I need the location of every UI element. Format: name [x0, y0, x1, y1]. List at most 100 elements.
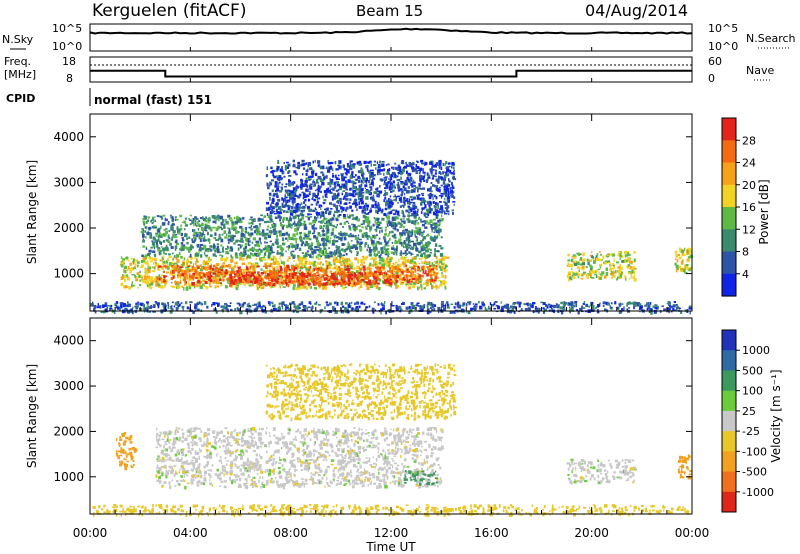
heatmap-cell: [443, 269, 445, 273]
heatmap-cell: [375, 242, 378, 246]
heatmap-cell: [422, 252, 426, 255]
heatmap-cell: [363, 268, 366, 271]
heatmap-cell: [303, 220, 306, 223]
heatmap-cell: [393, 249, 395, 252]
heatmap-cell: [356, 277, 359, 281]
heatmap-cell: [302, 275, 306, 279]
heatmap-cell: [409, 208, 411, 212]
heatmap-cell: [196, 272, 199, 276]
heatmap-cell: [306, 184, 308, 188]
heatmap-cell: [318, 234, 322, 237]
heatmap-cell: [364, 211, 367, 214]
heatmap-cell: [230, 236, 232, 239]
heatmap-cell: [249, 235, 252, 238]
heatmap-cell: [632, 267, 635, 271]
heatmap-cell: [131, 273, 135, 276]
heatmap-cell: [240, 228, 244, 233]
heatmap-cell: [197, 277, 201, 282]
heatmap-cell: [186, 263, 188, 267]
heatmap-cell: [164, 253, 168, 255]
heatmap-cell: [384, 270, 387, 274]
heatmap-cell: [632, 270, 636, 274]
heatmap-cell: [128, 267, 132, 270]
heatmap-cell: [301, 279, 305, 283]
heatmap-cell: [377, 274, 381, 277]
heatmap-cell: [223, 258, 228, 262]
heatmap-cell: [252, 281, 254, 286]
heatmap-cell: [271, 179, 274, 182]
heatmap-cell: [428, 273, 431, 276]
heatmap-cell: [334, 252, 336, 256]
heatmap-cell: [356, 250, 359, 253]
heatmap-cell: [291, 280, 296, 283]
heatmap-cell: [322, 250, 324, 254]
heatmap-cell: [308, 254, 311, 256]
heatmap-cell: [239, 266, 241, 269]
heatmap-cell: [434, 235, 436, 239]
heatmap-cell: [313, 268, 316, 271]
heatmap-cell: [149, 232, 152, 235]
heatmap-cell: [449, 187, 452, 190]
heatmap-cell: [148, 266, 151, 270]
heatmap-cell: [299, 212, 303, 216]
heatmap-cell: [435, 202, 438, 205]
heatmap-cell: [199, 282, 201, 287]
heatmap-cell: [259, 240, 261, 243]
heatmap-cell: [311, 242, 313, 246]
heatmap-cell: [344, 282, 347, 285]
heatmap-cell: [444, 197, 446, 201]
heatmap-cell: [345, 188, 349, 191]
heatmap-cell: [304, 266, 306, 269]
heatmap-cell: [359, 171, 363, 174]
heatmap-cell: [313, 286, 317, 290]
heatmap-cell: [130, 257, 133, 260]
heatmap-cell: [352, 225, 355, 230]
heatmap-cell: [609, 265, 612, 268]
heatmap-cell: [174, 267, 178, 270]
heatmap-cell: [387, 180, 390, 185]
heatmap-cell: [358, 238, 362, 241]
heatmap-cell: [405, 244, 407, 249]
heatmap-cell: [362, 176, 365, 180]
heatmap-cell: [326, 275, 330, 278]
heatmap-cell: [619, 257, 621, 260]
heatmap-cell: [437, 258, 441, 261]
heatmap-cell: [289, 216, 292, 219]
heatmap-cell: [384, 260, 388, 263]
heatmap-cell: [286, 189, 290, 192]
heatmap-cell: [364, 184, 368, 188]
heatmap-cell: [396, 183, 399, 186]
heatmap-cell: [260, 279, 263, 281]
heatmap-cell: [305, 287, 308, 290]
heatmap-cell: [175, 233, 177, 236]
heatmap-cell: [184, 224, 188, 227]
heatmap-cell: [203, 284, 206, 287]
heatmap-cell: [325, 284, 328, 288]
heatmap-cell: [222, 246, 224, 249]
heatmap-cell: [258, 248, 261, 251]
heatmap-cell: [333, 196, 336, 200]
heatmap-cell: [320, 265, 322, 269]
heatmap-cell: [219, 272, 223, 276]
heatmap-cell: [205, 261, 208, 265]
heatmap-cell: [437, 180, 440, 184]
heatmap-cell: [302, 277, 306, 281]
heatmap-cell: [235, 270, 237, 272]
heatmap-cell: [301, 252, 304, 254]
heatmap-cell: [288, 283, 292, 285]
heatmap-cell: [267, 225, 270, 228]
heatmap-cell: [388, 221, 392, 224]
heatmap-cell: [426, 243, 428, 247]
heatmap-cell: [158, 227, 161, 231]
heatmap-cell: [402, 252, 405, 255]
heatmap-cell: [377, 169, 380, 172]
heatmap-cell: [179, 214, 183, 218]
heatmap-cell: [384, 253, 387, 256]
heatmap-cell: [229, 217, 233, 219]
heatmap-cell: [201, 247, 204, 251]
heatmap-cell: [331, 197, 334, 201]
heatmap-cell: [385, 282, 389, 284]
heatmap-cell: [279, 168, 283, 173]
heatmap-cell: [336, 247, 340, 252]
heatmap-cell: [188, 278, 192, 280]
